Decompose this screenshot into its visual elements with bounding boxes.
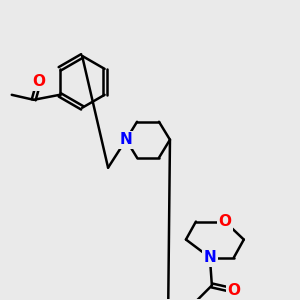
Text: N: N [203, 250, 216, 265]
Text: O: O [227, 283, 240, 298]
Text: O: O [218, 214, 231, 229]
Text: N: N [120, 132, 132, 147]
Text: O: O [32, 74, 45, 89]
